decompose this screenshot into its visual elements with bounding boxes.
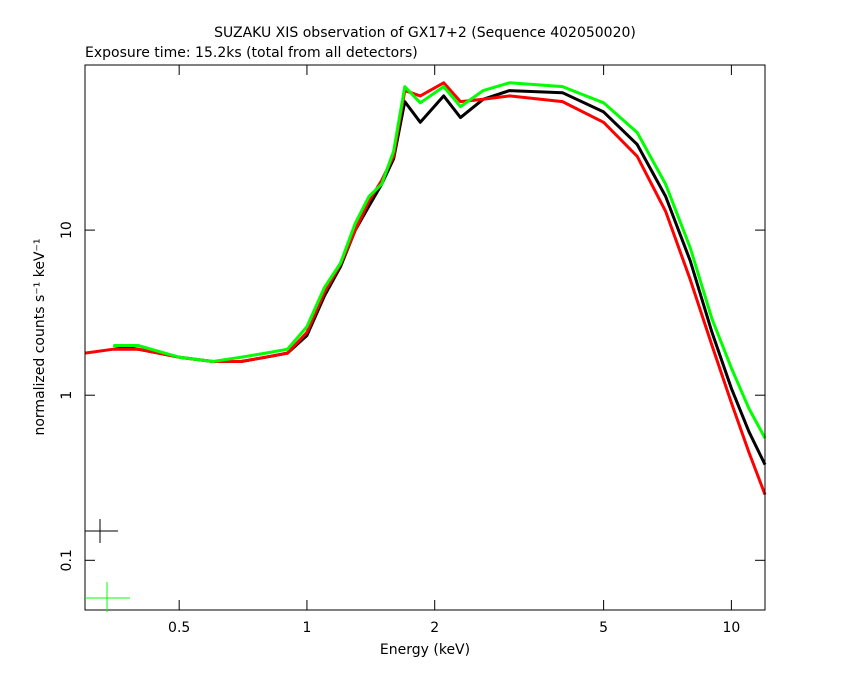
chart-subtitle: Exposure time: 15.2ks (total from all de… xyxy=(85,45,418,61)
x-tick-label: 5 xyxy=(599,620,608,636)
x-tick-label: 1 xyxy=(302,620,311,636)
plot-frame xyxy=(84,64,766,611)
plot-area xyxy=(84,81,767,496)
series-line xyxy=(113,81,767,439)
y-tick-label: 1 xyxy=(59,391,75,400)
x-tick-label: 10 xyxy=(722,620,740,636)
error-cross xyxy=(85,582,130,612)
x-tick-label: 0.5 xyxy=(168,620,190,636)
x-tick-label: 2 xyxy=(430,620,439,636)
y-tick-label: 0.1 xyxy=(59,549,75,571)
y-tick-label: 10 xyxy=(59,221,75,239)
x-axis-label: Energy (keV) xyxy=(380,642,470,658)
chart-title: SUZAKU XIS observation of GX17+2 (Sequen… xyxy=(214,25,636,41)
y-axis-label: normalized counts s⁻¹ keV⁻¹ xyxy=(32,238,48,435)
error-cross xyxy=(85,519,118,543)
